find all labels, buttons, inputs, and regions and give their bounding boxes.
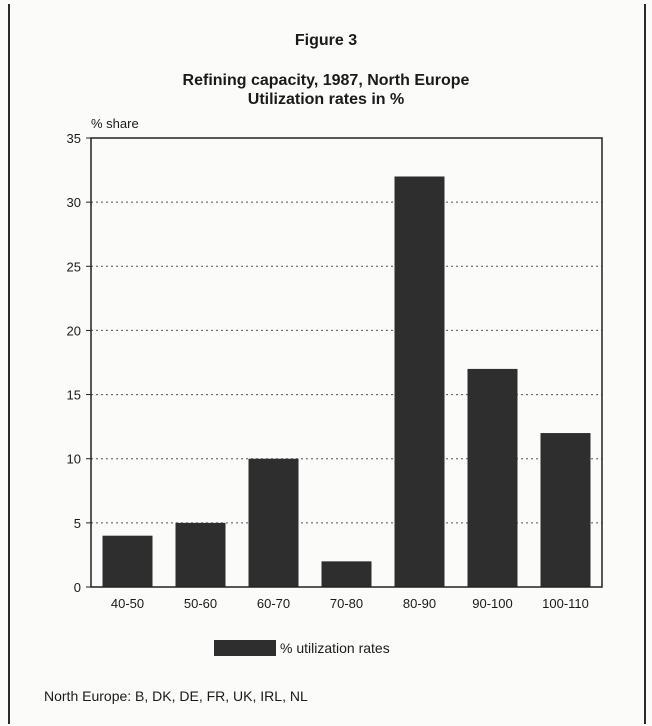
legend: % utilization rates (214, 640, 390, 656)
figure-label: Figure 3 (294, 32, 358, 49)
y-axis-label: % share (91, 116, 139, 131)
y-tick-label: 10 (67, 452, 81, 467)
y-tick-label: 35 (67, 131, 81, 146)
y-tick-label: 20 (67, 323, 81, 338)
y-tick-label: 30 (67, 195, 81, 210)
chart-title-line: Refining capacity, 1987, North Europe (182, 72, 470, 89)
bar (102, 535, 153, 587)
y-tick-label: 0 (74, 580, 81, 595)
bar (467, 368, 518, 587)
grid-lines (91, 201, 602, 524)
x-tick-label: 40-50 (111, 596, 144, 611)
legend-swatch (214, 640, 276, 656)
bar (175, 522, 226, 587)
x-tick-label: 80-90 (403, 596, 436, 611)
bars (102, 176, 591, 587)
axes (86, 137, 603, 588)
footnote: North Europe: B, DK, DE, FR, UK, IRL, NL (44, 688, 308, 704)
chart-title: Refining capacity, 1987, North Europe Ut… (0, 71, 652, 109)
chart-subtitle: Utilization rates in % (247, 91, 405, 108)
x-tick-label: 60-70 (257, 596, 290, 611)
x-tick-label: 90-100 (472, 596, 512, 611)
bar (248, 458, 299, 587)
y-tick-labels: 0 5 10 15 20 25 30 35 (67, 131, 81, 595)
bar (540, 433, 591, 587)
y-tick-label: 15 (67, 388, 81, 403)
x-tick-label: 100-110 (542, 596, 589, 611)
bar (321, 561, 372, 587)
y-tick-label: 25 (67, 259, 81, 274)
plot-area-border (90, 137, 603, 588)
x-tick-label: 50-60 (184, 596, 217, 611)
x-tick-label: 70-80 (330, 596, 363, 611)
y-tick-label: 5 (74, 516, 81, 531)
figure-frame (8, 4, 646, 724)
x-tick-labels: 40-50 50-60 60-70 70-80 80-90 90-100 100-110 (111, 596, 589, 611)
bar (394, 176, 445, 587)
legend-label: % utilization rates (280, 640, 390, 656)
